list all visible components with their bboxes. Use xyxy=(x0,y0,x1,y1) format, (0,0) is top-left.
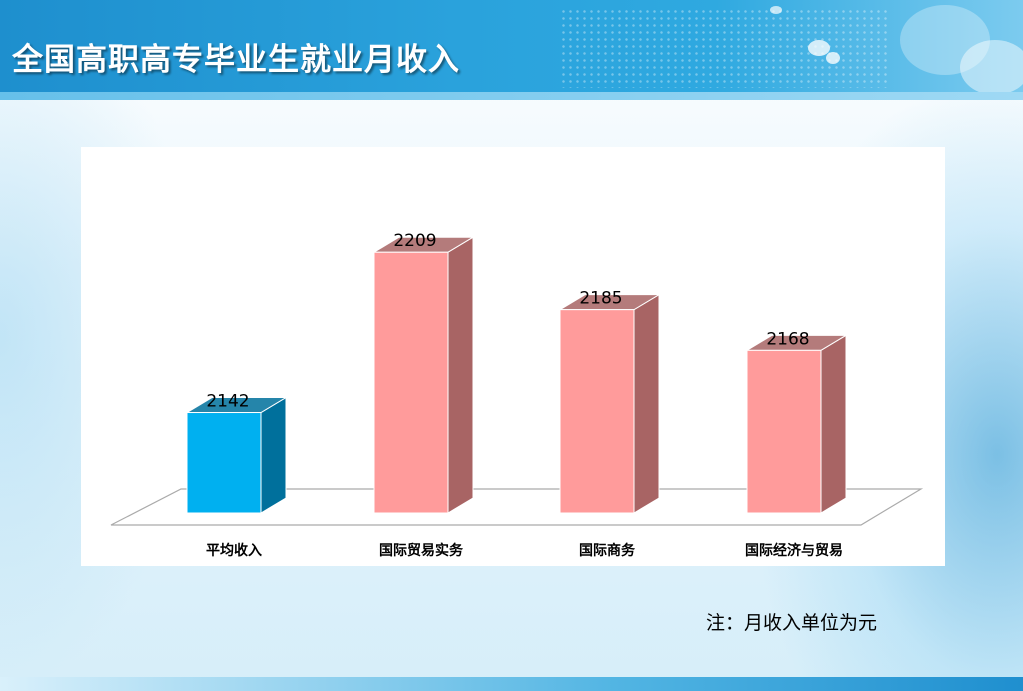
header-decoration xyxy=(808,40,830,56)
data-label: 2209 xyxy=(393,231,436,251)
data-label: 2142 xyxy=(206,392,249,412)
category-label: 国际贸易实务 xyxy=(379,542,464,559)
bar xyxy=(746,349,822,514)
unit-note: 注：月收入单位为元 xyxy=(706,612,878,634)
category-label: 国际商务 xyxy=(579,542,636,559)
slide-title: 全国高职高专毕业生就业月收入 xyxy=(12,42,460,78)
header-decoration xyxy=(770,6,782,14)
bar-chart: 2142 2209 2185 2168 平均收入 国际贸易实务 国际商务 国际经济与贸易 xyxy=(110,231,924,559)
header-decoration xyxy=(960,40,1023,95)
bar-side xyxy=(820,334,847,514)
header-banner: 全国高职高专毕业生就业月收入 xyxy=(0,0,1023,100)
bar-side xyxy=(260,396,287,514)
data-label: 2168 xyxy=(766,329,809,349)
bar xyxy=(373,251,449,514)
header-decoration xyxy=(826,52,840,64)
chart-floor xyxy=(110,488,924,526)
bar-side xyxy=(633,293,660,514)
header-decoration xyxy=(900,5,990,75)
category-label: 国际经济与贸易 xyxy=(745,542,843,559)
data-label: 2185 xyxy=(579,289,622,309)
bar-side xyxy=(447,236,474,514)
bar xyxy=(186,412,262,514)
header-dot-pattern xyxy=(560,8,890,88)
chart-area: 2142 2209 2185 2168 平均收入 国际贸易实务 国际商务 国际经济与贸易 xyxy=(81,147,945,566)
bar xyxy=(559,309,635,514)
bottom-bar xyxy=(0,677,1023,691)
category-label: 平均收入 xyxy=(206,542,262,559)
